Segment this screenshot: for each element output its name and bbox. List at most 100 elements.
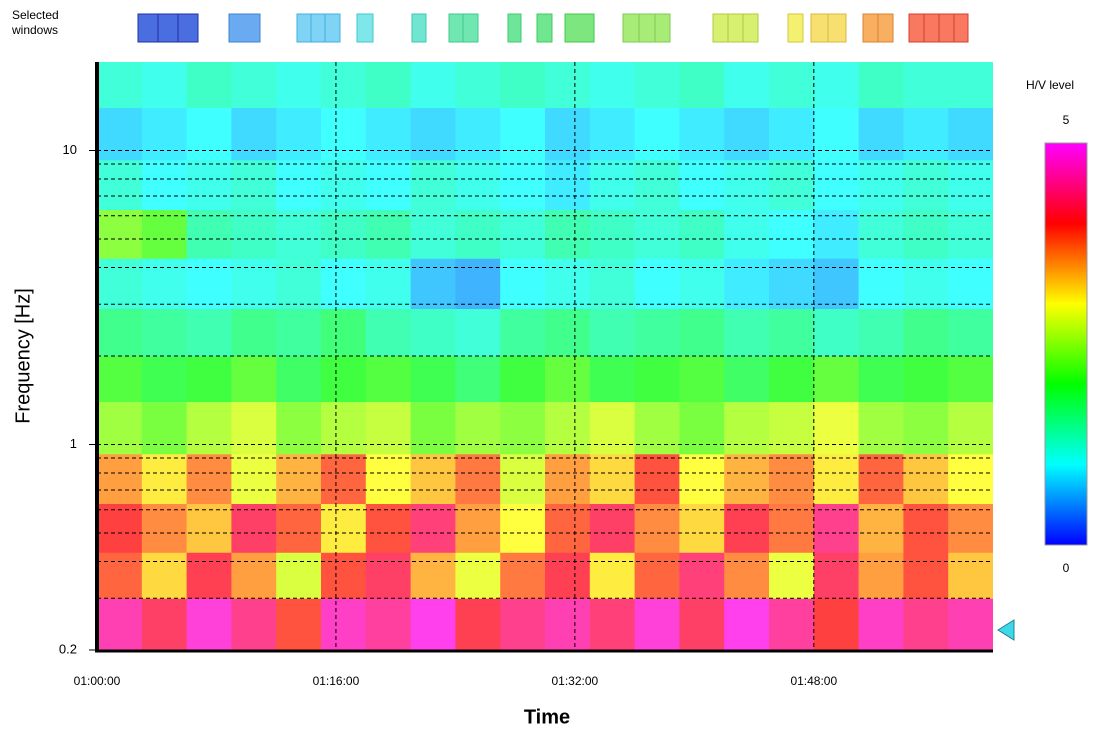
heat-cell [186, 356, 232, 403]
heat-cell [679, 209, 725, 259]
heat-cell [365, 159, 412, 210]
heat-cell [500, 258, 546, 310]
heat-cell [500, 401, 546, 455]
heat-cell [813, 209, 860, 259]
heat-cell [186, 209, 232, 259]
heat-cell [679, 598, 725, 650]
heat-cell [410, 258, 456, 310]
heat-cell [231, 552, 277, 599]
heat-cell [97, 107, 143, 161]
heat-cell [948, 552, 993, 599]
x-tick-label: 01:48:00 [790, 674, 837, 688]
heat-cell [410, 62, 456, 109]
heat-cell [903, 308, 949, 357]
heat-cell [948, 159, 993, 210]
heat-cell [276, 552, 322, 599]
heat-cell [455, 401, 501, 455]
heat-cell [903, 453, 949, 504]
heat-cell [634, 453, 680, 504]
heat-cell [455, 552, 501, 599]
heat-cell [365, 258, 412, 310]
heat-cell [634, 552, 680, 599]
heat-cell [634, 401, 680, 455]
heat-cell [365, 503, 412, 553]
heat-cell [545, 107, 591, 161]
heat-cell [321, 503, 367, 553]
heat-cell [500, 308, 546, 357]
heat-cell [500, 107, 546, 161]
heat-cell [410, 552, 456, 599]
heat-cell [545, 401, 591, 455]
heat-cell [769, 107, 815, 161]
heat-cell [858, 503, 904, 553]
heat-cell [276, 401, 322, 455]
heat-cell [724, 356, 770, 403]
heat-cell [141, 62, 188, 109]
heat-cell [545, 503, 591, 553]
heat-cell [589, 308, 636, 357]
heat-cell [410, 356, 456, 403]
heat-cell [769, 159, 815, 210]
heat-cell [769, 552, 815, 599]
heat-cell [276, 159, 322, 210]
heat-cell [858, 258, 904, 310]
heat-cell [365, 552, 412, 599]
heat-cell [724, 453, 770, 504]
heat-cell [186, 107, 232, 161]
x-tick-label: 01:00:00 [74, 674, 121, 688]
heat-cell [858, 552, 904, 599]
heat-cell [545, 453, 591, 504]
heat-cell [455, 598, 501, 650]
heat-cell [410, 209, 456, 259]
heat-cell [97, 453, 143, 504]
heat-cell [186, 598, 232, 650]
selected-windows [137, 13, 969, 43]
heat-cell [500, 62, 546, 109]
heat-cell [455, 308, 501, 357]
heat-cell [276, 62, 322, 109]
heat-cell [858, 401, 904, 455]
heat-cell [186, 308, 232, 357]
heat-cell [455, 62, 501, 109]
heat-cell [589, 209, 636, 259]
heat-cell [365, 598, 412, 650]
heat-cell [500, 552, 546, 599]
heat-cell [97, 308, 143, 357]
heat-cell [679, 62, 725, 109]
heat-cell [276, 209, 322, 259]
heat-cell [724, 159, 770, 210]
heat-cell [545, 62, 591, 109]
heat-cell [231, 258, 277, 310]
heat-cell [769, 503, 815, 553]
heat-cell [813, 356, 860, 403]
heat-cell [365, 209, 412, 259]
heat-cell [903, 552, 949, 599]
x-tick-label: 01:16:00 [313, 674, 360, 688]
heat-cell [455, 159, 501, 210]
heat-cell [455, 258, 501, 310]
heat-cell [186, 258, 232, 310]
heat-cell [545, 552, 591, 599]
heat-cell [948, 258, 993, 310]
heat-cell [186, 401, 232, 455]
heat-cell [231, 209, 277, 259]
heat-cell [141, 356, 188, 403]
heat-cell [97, 598, 143, 650]
heat-cell [589, 159, 636, 210]
heat-cell [186, 159, 232, 210]
heat-cell [724, 401, 770, 455]
heat-cell [321, 107, 367, 161]
heat-cell [97, 159, 143, 210]
heat-cell [724, 308, 770, 357]
heat-cell [813, 159, 860, 210]
heat-cell [500, 598, 546, 650]
heat-cell [455, 503, 501, 553]
heat-cell [186, 453, 232, 504]
heat-cell [634, 356, 680, 403]
heat-cell [141, 159, 188, 210]
x-tick-label: 01:32:00 [552, 674, 599, 688]
heat-cell [545, 598, 591, 650]
x-axis-label: Time [524, 706, 570, 728]
heat-cell [365, 401, 412, 455]
heat-cell [813, 503, 860, 553]
